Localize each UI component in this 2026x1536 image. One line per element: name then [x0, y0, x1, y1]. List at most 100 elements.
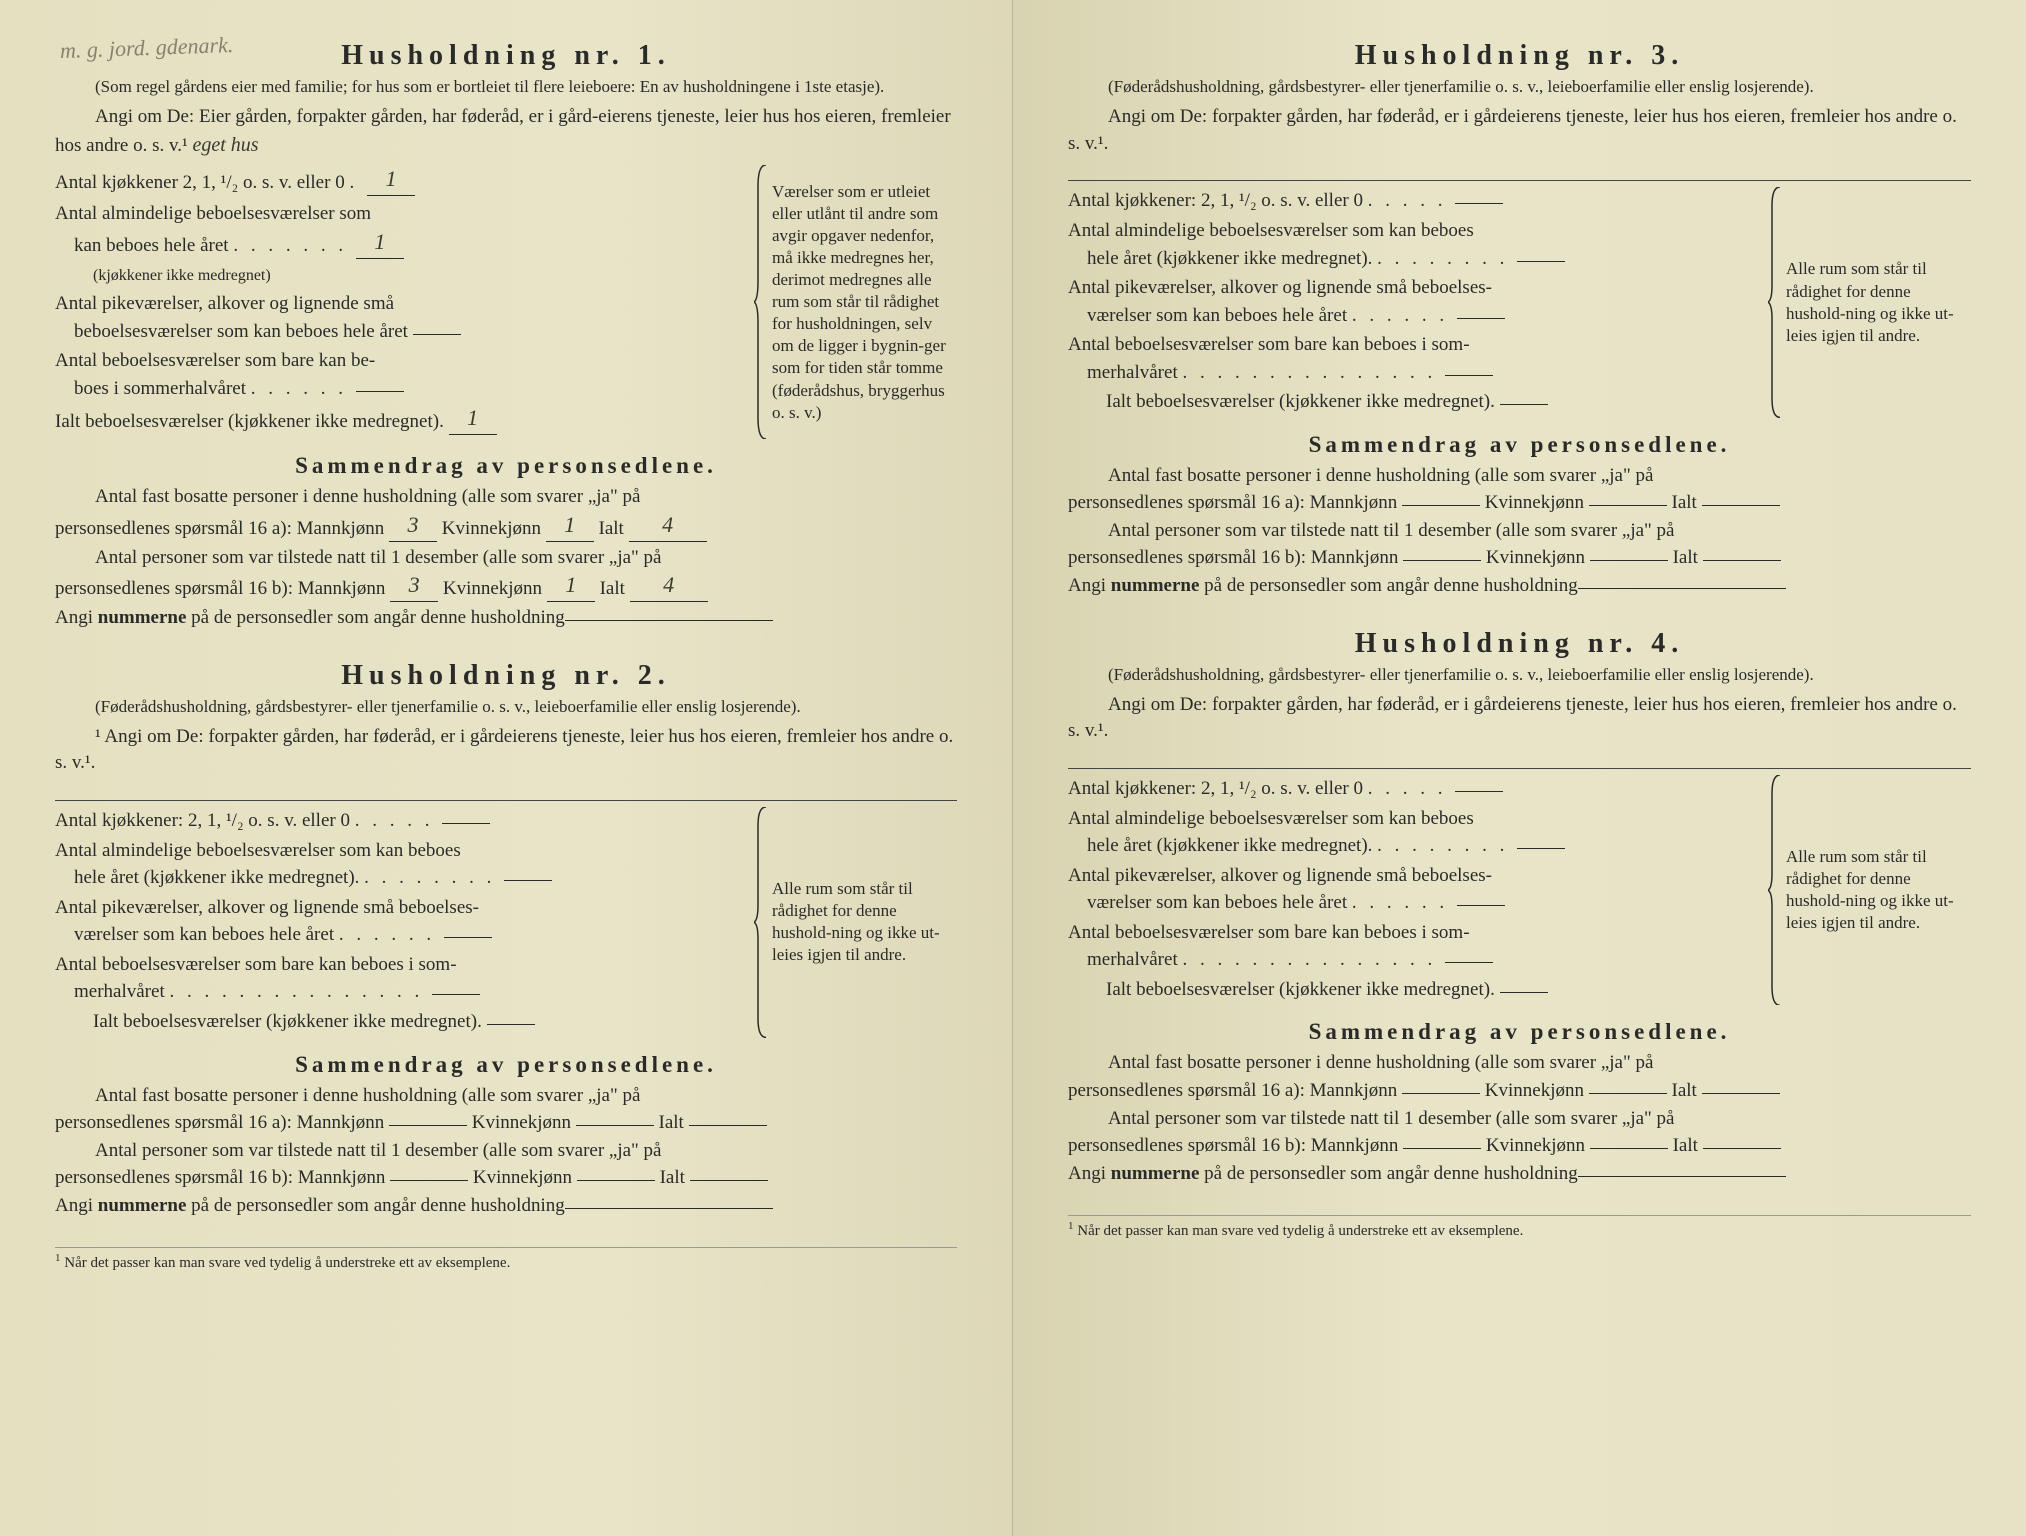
val-k — [1589, 1093, 1667, 1094]
rooms-section: Antal kjøkkener 2, 1, ¹/₂ o. s. v. eller… — [55, 165, 957, 439]
summary-line-2b: personsedlenes spørsmål 16 b): Mannkjønn… — [1068, 1132, 1971, 1160]
val-k — [1590, 1148, 1668, 1149]
blank-line — [1068, 749, 1971, 769]
val-kjokken: 1 — [367, 163, 415, 196]
dots: . . . . . . — [1352, 305, 1457, 326]
label: Antal kjøkkener: 2, 1, ¹/₂ o. s. v. elle… — [1068, 778, 1363, 799]
bold-nummerne: nummerne — [98, 1195, 187, 1216]
household-title: Husholdning nr. 3. — [1068, 40, 1971, 72]
label: personsedlenes spørsmål 16 a): Mannkjønn — [1068, 1080, 1397, 1101]
label2: boes i sommerhalvåret — [74, 378, 246, 399]
summary-line-1b: personsedlenes spørsmål 16 a): Mannkjønn… — [1068, 1077, 1971, 1105]
row-ialt: Ialt beboelsesværelser (kjøkkener ikke m… — [1068, 976, 1758, 1004]
row-pike: Antal pikeværelser, alkover og lignende … — [1068, 862, 1758, 917]
label: Antal kjøkkener: 2, 1, ¹/₂ o. s. v. elle… — [1068, 190, 1363, 211]
numline-text: på de personsedler som angår denne husho… — [1204, 1163, 1578, 1184]
label: personsedlenes spørsmål 16 b): Mannkjønn — [1068, 1135, 1398, 1156]
label-k: Kvinnekjønn — [473, 1167, 572, 1188]
label2: merhalvåret — [74, 981, 165, 1002]
dots: . . . . . . — [251, 378, 356, 399]
footnote: 1 Når det passer kan man svare ved tydel… — [1068, 1215, 1971, 1240]
dots: . . . . . . . . . . . . . . . — [169, 981, 432, 1002]
label: Antal beboelsesværelser som bare kan beb… — [1068, 334, 1470, 355]
row-kjokken: Antal kjøkkener: 2, 1, ¹/₂ o. s. v. elle… — [1068, 775, 1758, 803]
page-right: Husholdning nr. 3. (Føderådshusholdning,… — [1013, 0, 2026, 1536]
bold-nummerne: nummerne — [98, 607, 187, 628]
val-i — [689, 1125, 767, 1126]
val-sommer — [356, 391, 404, 392]
label-i: Ialt — [1672, 492, 1697, 513]
label-k: Kvinnekjønn — [443, 578, 542, 599]
row-pike: Antal pikeværelser, alkover og lignende … — [55, 290, 744, 345]
val — [1445, 375, 1493, 376]
label2: hele året (kjøkkener ikke medregnet). — [1087, 835, 1372, 856]
row-ialt: Ialt beboelsesværelser (kjøkkener ikke m… — [1068, 388, 1758, 416]
numline-text: på de personsedler som angår denne husho… — [191, 1195, 565, 1216]
label: Antal almindelige beboelsesværelser som … — [1068, 220, 1474, 241]
label2: værelser som kan beboes hele året — [74, 924, 334, 945]
sidebar-text: Alle rum som står til rådighet for denne… — [1786, 258, 1971, 346]
label: Ialt beboelsesværelser (kjøkkener ikke m… — [93, 1011, 482, 1032]
row-sommer: Antal beboelsesværelser som bare kan beb… — [1068, 331, 1758, 386]
rooms-sidebar: Alle rum som står til rådighet for denne… — [1768, 187, 1971, 417]
val-m: 3 — [390, 569, 438, 602]
row-alm: Antal almindelige beboelsesværelser som … — [1068, 805, 1758, 860]
row-alm: Antal almindelige beboelsesværelser som … — [55, 837, 744, 892]
summary-line-1b: personsedlenes spørsmål 16 a): Mannkjønn… — [55, 511, 957, 544]
rooms-sidebar: Værelser som er utleiet eller utlånt til… — [754, 165, 957, 439]
label: Ialt beboelsesværelser (kjøkkener ikke m… — [55, 411, 444, 432]
val — [1455, 203, 1503, 204]
label-k: Kvinnekjønn — [442, 518, 541, 539]
label: Ialt beboelsesværelser (kjøkkener ikke m… — [1106, 979, 1495, 1000]
row-alm: Antal almindelige beboelsesværelser som … — [55, 200, 744, 288]
label-k: Kvinnekjønn — [472, 1112, 571, 1133]
summary-line-2b: personsedlenes spørsmål 16 b): Mannkjønn… — [1068, 544, 1971, 572]
row-pike: Antal pikeværelser, alkover og lignende … — [1068, 274, 1758, 329]
footnote-sup: 1 — [1068, 1220, 1074, 1232]
angi-instruction: Angi om De: forpakter gården, har føderå… — [1068, 104, 1971, 157]
label-i: Ialt — [599, 518, 624, 539]
val-k: 1 — [546, 509, 594, 542]
summary-line-1a: Antal fast bosatte personer i denne hush… — [1068, 462, 1971, 490]
rooms-form: Antal kjøkkener: 2, 1, ¹/₂ o. s. v. elle… — [1068, 775, 1758, 1005]
label-i: Ialt — [659, 1112, 684, 1133]
label: personsedlenes spørsmål 16 b): Mannkjønn — [55, 578, 385, 599]
val — [442, 823, 490, 824]
row-pike: Antal pikeværelser, alkover og lignende … — [55, 894, 744, 949]
label-k: Kvinnekjønn — [1485, 492, 1584, 513]
label: Antal pikeværelser, alkover og lignende … — [55, 897, 479, 918]
summary-heading: Sammendrag av personsedlene. — [1068, 432, 1971, 458]
val — [1455, 791, 1503, 792]
household-subtitle: (Føderådshusholdning, gårdsbestyrer- ell… — [1068, 664, 1971, 686]
label: Antal pikeværelser, alkover og lignende … — [1068, 865, 1492, 886]
dots: . . . . . . — [339, 924, 444, 945]
household-1: Husholdning nr. 1. (Som regel gårdens ei… — [55, 40, 957, 632]
dots: . . . . . . . . — [364, 867, 504, 888]
dots: . . . . . — [1368, 190, 1456, 211]
val-i: 4 — [629, 509, 707, 542]
label2: beboelsesværelser som kan beboes hele år… — [74, 321, 408, 342]
dots: . . . . . . . . — [1377, 248, 1517, 269]
val — [487, 1024, 535, 1025]
summary-line-2b: personsedlenes spørsmål 16 b): Mannkjønn… — [55, 571, 957, 604]
numline-blank — [1578, 1176, 1786, 1177]
label2: værelser som kan beboes hele året — [1087, 305, 1347, 326]
label2: hele året (kjøkkener ikke medregnet). — [74, 867, 359, 888]
summary-heading: Sammendrag av personsedlene. — [1068, 1019, 1971, 1045]
summary-line-1b: personsedlenes spørsmål 16 a): Mannkjønn… — [55, 1109, 957, 1137]
val-k — [1589, 505, 1667, 506]
summary-line-1a: Antal fast bosatte personer i denne hush… — [1068, 1049, 1971, 1077]
val-k — [1590, 560, 1668, 561]
row-sommer: Antal beboelsesværelser som bare kan beb… — [1068, 919, 1758, 974]
label-i: Ialt — [600, 578, 625, 599]
rooms-sidebar: Alle rum som står til rådighet for denne… — [754, 807, 957, 1037]
label: Antal pikeværelser, alkover og lignende … — [1068, 277, 1492, 298]
val-i: 4 — [630, 569, 708, 602]
household-3: Husholdning nr. 3. (Føderådshusholdning,… — [1068, 40, 1971, 600]
summary-line-2a: Antal personer som var tilstede natt til… — [55, 1137, 957, 1165]
val — [1500, 992, 1548, 993]
label-k: Kvinnekjønn — [1485, 1080, 1584, 1101]
household-title: Husholdning nr. 2. — [55, 660, 957, 692]
val-m — [1403, 1148, 1481, 1149]
summary-line-1a: Antal fast bosatte personer i denne hush… — [55, 1082, 957, 1110]
